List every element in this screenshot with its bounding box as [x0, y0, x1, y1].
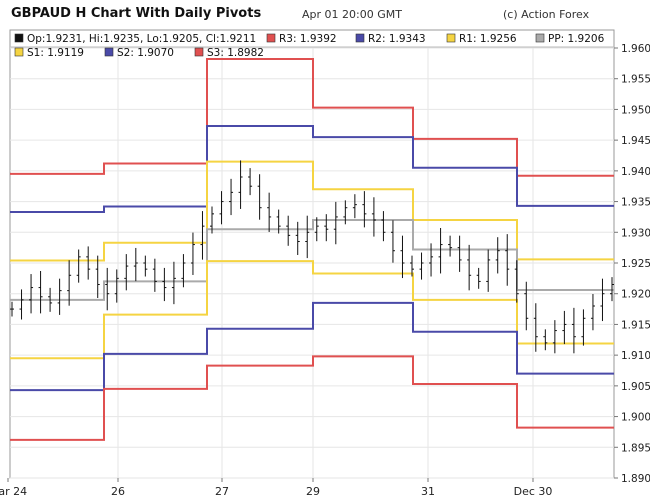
- legend-swatch-ohlc: [14, 33, 24, 43]
- legend-swatch-s3: [194, 47, 204, 57]
- x-tick-label: 29: [306, 485, 320, 498]
- x-tick-label: 27: [215, 485, 229, 498]
- chart-title: GBPAUD H Chart With Daily Pivots: [11, 6, 262, 21]
- x-tick-label: 26: [111, 485, 125, 498]
- x-tick-label: Dec 30: [514, 485, 553, 498]
- chart-copyright: (c) Action Forex: [503, 8, 590, 21]
- y-tick-label: 1.940: [621, 166, 650, 178]
- legend-swatch-pp: [535, 33, 545, 43]
- x-tick-label: 31: [421, 485, 435, 498]
- pivot-line-r2: [10, 125, 614, 214]
- y-tick-label: 1.945: [621, 135, 650, 147]
- y-tick-label: 1.890: [621, 473, 650, 485]
- y-tick-label: 1.930: [621, 227, 650, 239]
- legend-swatch-r2: [355, 33, 365, 43]
- y-tick-label: 1.910: [621, 350, 650, 362]
- legend-label-s3: S3: 1.8982: [207, 47, 264, 59]
- legend-swatch-s2: [104, 47, 114, 57]
- legend-label-s1: S1: 1.9119: [27, 47, 84, 59]
- y-tick-label: 1.900: [621, 412, 650, 424]
- pivot-line-s1: [10, 260, 614, 360]
- legend-swatch-r1: [446, 33, 456, 43]
- y-tick-label: 1.920: [621, 289, 650, 301]
- y-tick-label: 1.925: [621, 258, 650, 270]
- y-tick-label: 1.915: [621, 319, 650, 331]
- legend-label-r2: R2: 1.9343: [368, 33, 426, 45]
- pivot-line-s3: [10, 355, 614, 441]
- chart-header: GBPAUD H Chart With Daily Pivots Apr 01 …: [0, 0, 650, 28]
- chart-timestamp: Apr 01 20:00 GMT: [302, 8, 402, 21]
- y-tick-label: 1.895: [621, 442, 650, 454]
- price-bars: [10, 160, 614, 354]
- y-tick-label: 1.935: [621, 197, 650, 209]
- legend-label-pp: PP: 1.9206: [548, 33, 605, 45]
- legend-swatch-r3: [266, 33, 276, 43]
- x-tick-label: Mar 24: [0, 485, 27, 498]
- pivot-line-s2: [10, 301, 614, 392]
- legend-label-s2: S2: 1.9070: [117, 47, 174, 59]
- y-tick-label: 1.955: [621, 74, 650, 86]
- y-tick-label: 1.905: [621, 381, 650, 393]
- pivot-line-pp: [10, 219, 614, 301]
- y-tick-label: 1.950: [621, 104, 650, 116]
- pivot-line-r3: [10, 58, 614, 177]
- legend-swatch-s1: [14, 47, 24, 57]
- pivot-line-r1: [10, 160, 614, 262]
- legend-label-ohlc: Op:1.9231, Hi:1.9235, Lo:1.9205, Cl:1.92…: [27, 33, 256, 45]
- legend-label-r3: R3: 1.9392: [279, 33, 337, 45]
- legend-label-r1: R1: 1.9256: [459, 33, 517, 45]
- y-tick-label: 1.960: [621, 43, 650, 55]
